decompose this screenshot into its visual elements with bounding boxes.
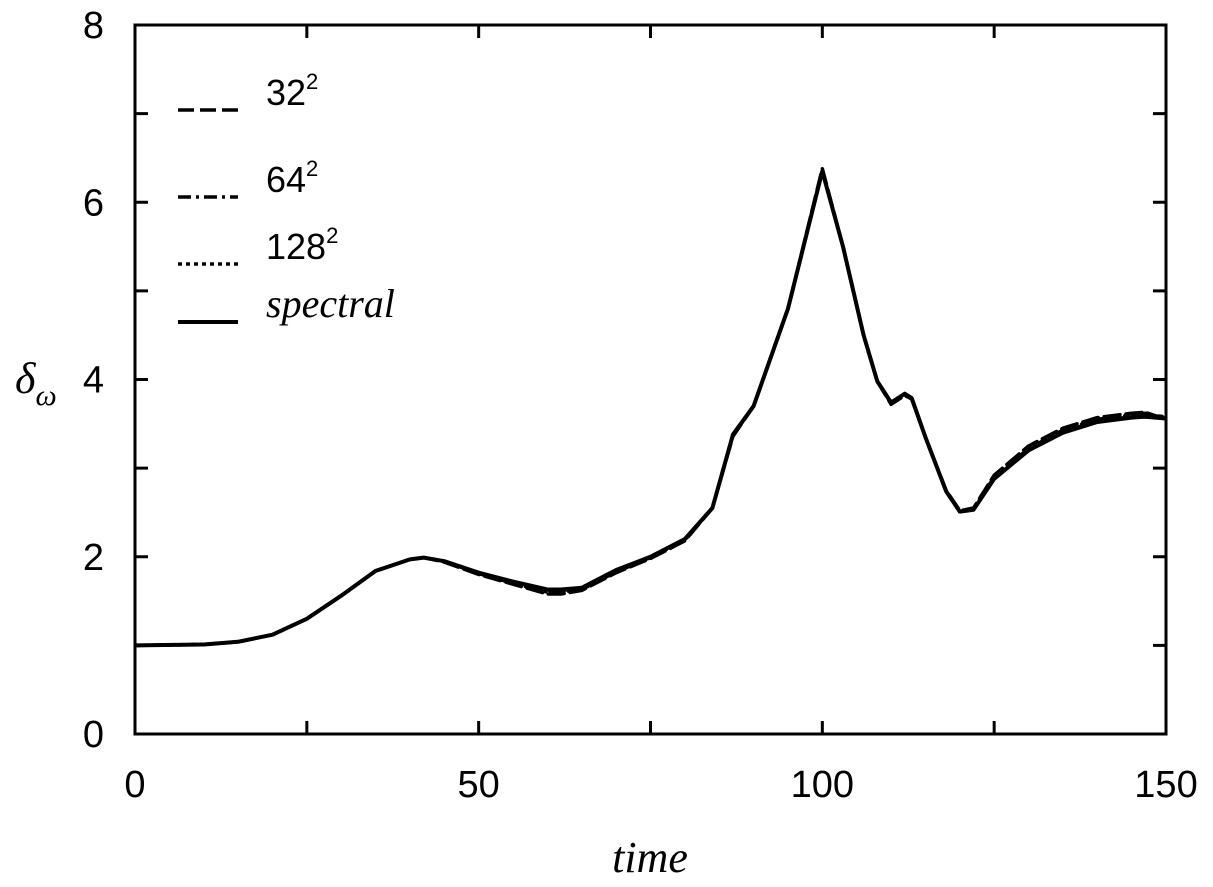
y-tick-label: 0 (83, 714, 104, 756)
series-line-solid (135, 169, 1166, 648)
y-axis-tick-labels: 0 2 4 6 8 (83, 5, 104, 756)
y-tick-label: 4 (83, 360, 104, 402)
legend-label-sup: 2 (326, 223, 338, 248)
series-layer (135, 166, 1166, 648)
legend-label-base: 64 (266, 159, 306, 200)
legend-label-base: 128 (266, 226, 326, 267)
legend-label: 322 (266, 69, 318, 113)
y-axis-title-text: δ (15, 354, 37, 403)
legend-label-sup: 2 (306, 156, 318, 181)
x-axis-tick-labels: 0 50 100 150 (124, 764, 1197, 806)
y-tick-label: 8 (83, 5, 104, 47)
legend-label-base: 32 (266, 72, 306, 113)
x-tick-label: 0 (124, 764, 145, 806)
y-tick-label: 6 (83, 182, 104, 224)
legend-label: 1282 (266, 223, 338, 267)
y-axis-title: δω (15, 354, 57, 412)
x-axis-title: time (612, 833, 688, 882)
legend-label: 642 (266, 156, 318, 200)
legend-label: spectral (266, 281, 395, 326)
axis-ticks (133, 23, 1168, 736)
x-tick-label: 100 (791, 764, 854, 806)
x-tick-label: 50 (458, 764, 500, 806)
y-axis-title-subscript: ω (35, 379, 56, 412)
legend-label-sup: 2 (306, 69, 318, 94)
y-tick-label: 2 (83, 537, 104, 579)
x-tick-label: 150 (1134, 764, 1197, 806)
